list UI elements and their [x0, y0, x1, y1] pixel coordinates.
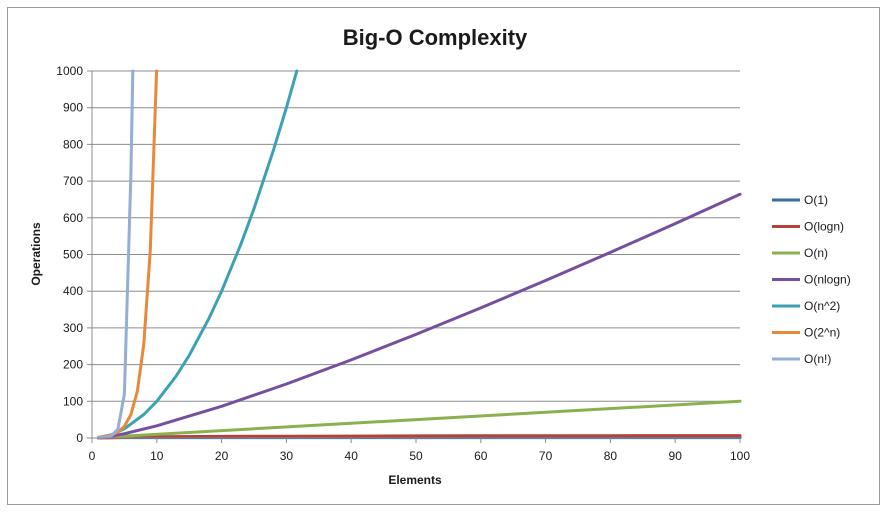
x-tick-label: 20: [215, 449, 229, 463]
legend-label: O(1): [804, 193, 828, 207]
y-tick-label: 700: [63, 174, 83, 188]
y-tick-label: 300: [63, 321, 83, 335]
y-axis-title: Operations: [29, 222, 43, 286]
legend-item-o-n-2: O(n^2): [772, 299, 840, 313]
x-tick-label: 10: [150, 449, 164, 463]
series-line-o-n: [97, 399, 742, 440]
x-tick-label: 70: [539, 449, 553, 463]
y-tick-label: 100: [63, 394, 83, 408]
x-tick-label: 80: [604, 449, 618, 463]
y-tick-label: 200: [63, 358, 83, 372]
legend-item-o-n: O(n!): [772, 352, 831, 366]
legend-item-o-nlogn: O(nlogn): [772, 273, 851, 287]
y-tick-label: 600: [63, 211, 83, 225]
x-tick-label: 90: [669, 449, 683, 463]
series-line-o-nlogn: [97, 192, 742, 440]
legend-item-o-n: O(n): [772, 246, 828, 260]
y-tick-label: 500: [63, 248, 83, 262]
chart-title: Big-O Complexity: [343, 25, 528, 50]
legend-label: O(2^n): [804, 326, 840, 340]
y-tick-label: 0: [76, 431, 83, 445]
legend: O(1) O(logn) O(n) O(nlogn) O(n^2) O(2^n) O(n!): [772, 193, 851, 366]
legend-item-o-logn: O(logn): [772, 220, 844, 234]
legend-label: O(n^2): [804, 299, 840, 313]
legend-label: O(logn): [804, 220, 844, 234]
x-axis-ticks: 0 10 20 30 40 50 60 70 80 90 100: [89, 438, 750, 463]
legend-label: O(n): [804, 246, 828, 260]
y-axis-ticks: 0 100 200 300 400 500 600 700 800 900 1000: [56, 64, 92, 445]
gridlines: [92, 70, 740, 402]
legend-item-o-1: O(1): [772, 193, 828, 207]
y-tick-label: 1000: [56, 64, 83, 78]
x-tick-label: 40: [345, 449, 359, 463]
y-tick-label: 400: [63, 284, 83, 298]
x-tick-label: 100: [730, 449, 750, 463]
x-tick-label: 50: [409, 449, 423, 463]
series-line-o-logn: [97, 434, 742, 440]
y-tick-label: 900: [63, 101, 83, 115]
x-axis-title: Elements: [388, 473, 442, 487]
x-tick-label: 0: [89, 449, 96, 463]
x-tick-label: 30: [280, 449, 294, 463]
legend-item-o-2-n: O(2^n): [772, 326, 840, 340]
series-line-o-n-2: [97, 69, 299, 440]
chart-frame: [7, 7, 880, 505]
legend-label: O(nlogn): [804, 273, 851, 287]
legend-label: O(n!): [804, 352, 831, 366]
y-tick-label: 800: [63, 137, 83, 151]
x-tick-label: 60: [474, 449, 488, 463]
series-line-o-n: [97, 69, 135, 440]
